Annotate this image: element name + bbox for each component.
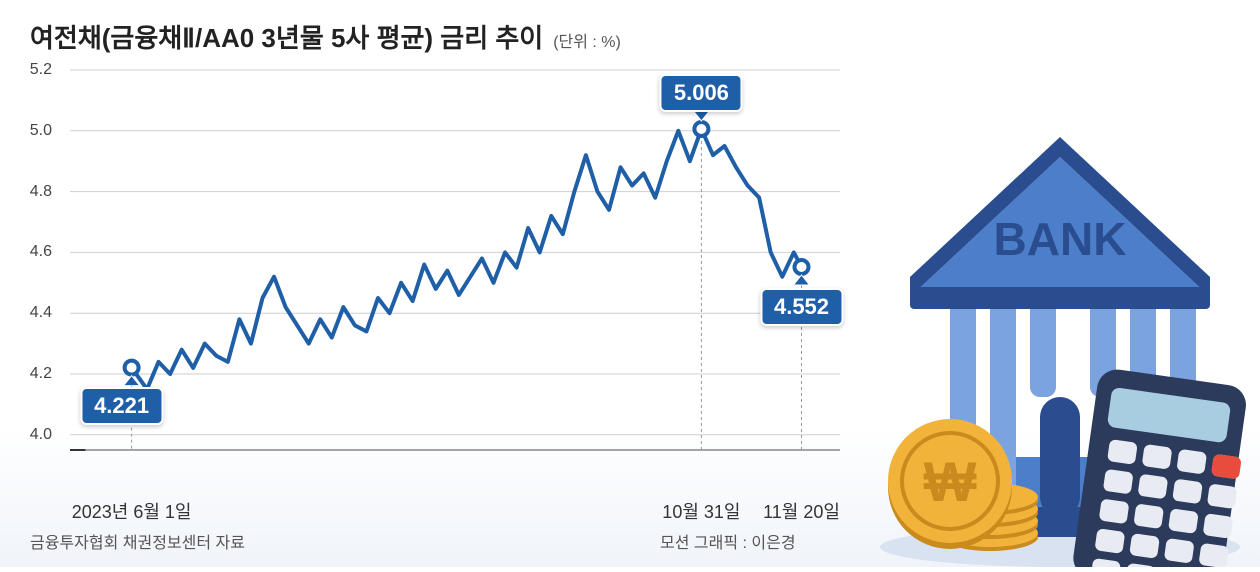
x-axis-label: 11월 20일 bbox=[763, 498, 840, 524]
data-callout: 4.552 bbox=[760, 288, 843, 326]
x-axis-label: 10월 31일 bbox=[662, 498, 740, 524]
svg-text:BANK: BANK bbox=[994, 213, 1127, 265]
y-axis-label: 5.2 bbox=[30, 61, 52, 79]
source-text: 금융투자협회 채권정보센터 자료 bbox=[30, 529, 245, 553]
credit-text: 모션 그래픽 : 이은경 bbox=[660, 529, 796, 553]
data-callout: 5.006 bbox=[660, 74, 743, 112]
y-axis-label: 4.0 bbox=[30, 426, 52, 444]
y-axis-label: 4.4 bbox=[30, 304, 52, 322]
svg-text:₩: ₩ bbox=[924, 450, 977, 513]
chart-unit: (단위 : %) bbox=[553, 28, 621, 52]
y-axis-label: 4.8 bbox=[30, 183, 52, 201]
bank-illustration: BANK ₩ bbox=[870, 67, 1250, 567]
data-callout: 4.221 bbox=[80, 387, 163, 425]
y-axis-label: 4.2 bbox=[30, 365, 52, 383]
chart-area: 4.04.24.44.64.85.05.22023년 6월 1일10월 31일1… bbox=[30, 60, 850, 490]
chart-title-row: 여전채(금융채Ⅱ/AA0 3년물 5사 평균) 금리 추이 (단위 : %) bbox=[30, 18, 621, 55]
y-axis-label: 4.6 bbox=[30, 243, 52, 261]
chart-title: 여전채(금융채Ⅱ/AA0 3년물 5사 평균) 금리 추이 bbox=[30, 18, 543, 55]
y-axis-label: 5.0 bbox=[30, 122, 52, 140]
line-chart bbox=[30, 60, 850, 490]
x-axis-label: 2023년 6월 1일 bbox=[72, 498, 192, 524]
